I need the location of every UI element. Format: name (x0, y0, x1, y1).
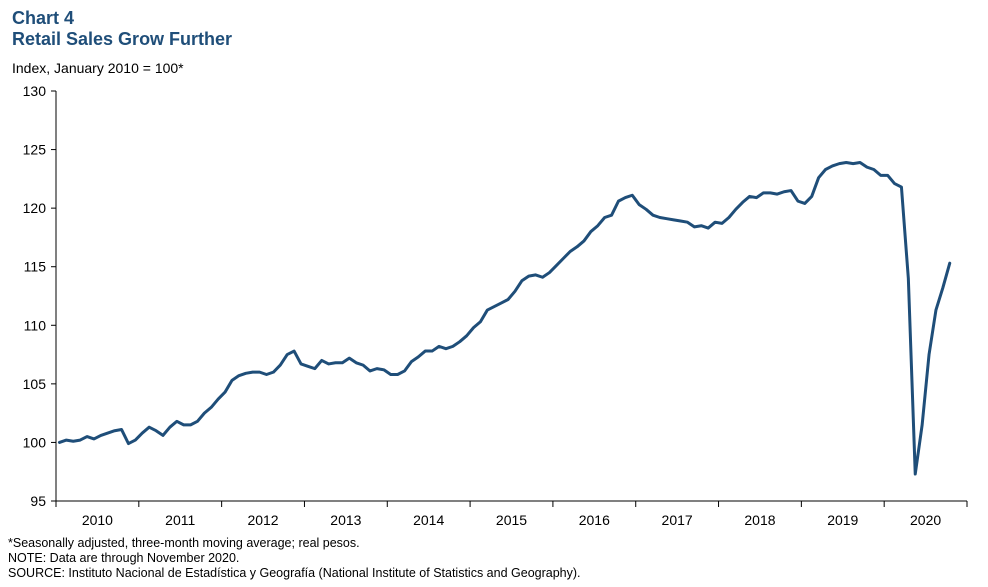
x-tick-label: 2010 (82, 512, 113, 528)
chart-number: Chart 4 (12, 8, 75, 28)
x-tick-label: 2016 (579, 512, 610, 528)
y-tick-label: 105 (23, 376, 47, 392)
x-tick-label: 2017 (662, 512, 693, 528)
y-tick-label: 125 (23, 142, 47, 158)
x-tick-label: 2013 (330, 512, 361, 528)
y-axis-unit-label: Index, January 2010 = 100* (12, 60, 184, 76)
y-tick-label: 130 (23, 83, 47, 99)
x-tick-label: 2011 (165, 512, 195, 528)
footnote-note: NOTE: Data are through November 2020. (8, 551, 240, 565)
x-tick-label: 2014 (413, 512, 444, 528)
y-tick-label: 95 (30, 493, 46, 509)
x-tick-label: 2015 (496, 512, 527, 528)
title-block: Chart 4 Retail Sales Grow Further (12, 8, 232, 50)
y-tick-label: 100 (23, 434, 47, 450)
x-tick-label: 2019 (827, 512, 858, 528)
series-line (57, 160, 952, 476)
chart-title: Retail Sales Grow Further (12, 29, 233, 49)
y-tick-label: 115 (24, 259, 47, 275)
x-tick-label: 2018 (744, 512, 775, 528)
y-tick-label: 120 (23, 200, 47, 216)
footnote-source: SOURCE: Instituto Nacional de Estadístic… (8, 566, 581, 580)
footnotes: *Seasonally adjusted, three-month moving… (8, 536, 581, 581)
x-tick-label: 2012 (247, 512, 278, 528)
footnote-seasonal: *Seasonally adjusted, three-month moving… (8, 536, 360, 550)
x-tick-label: 2020 (910, 512, 941, 528)
y-tick-label: 110 (24, 317, 47, 333)
